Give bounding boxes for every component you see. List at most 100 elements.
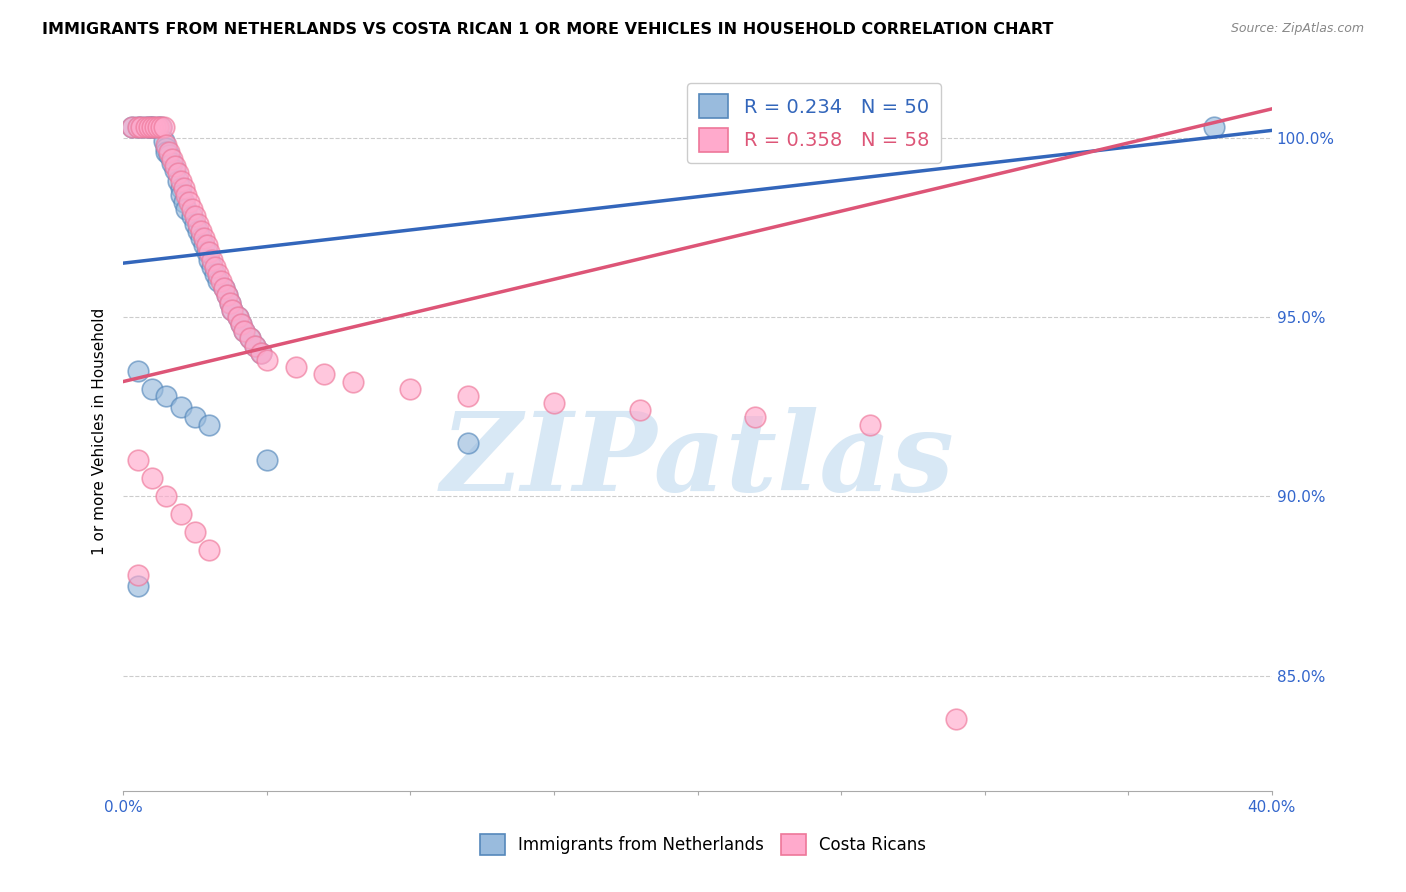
- Legend: R = 0.234   N = 50, R = 0.358   N = 58: R = 0.234 N = 50, R = 0.358 N = 58: [688, 83, 941, 163]
- Point: [457, 435, 479, 450]
- Point: [226, 310, 249, 324]
- Point: [543, 396, 565, 410]
- Point: [157, 145, 180, 159]
- Point: [129, 120, 152, 134]
- Text: Source: ZipAtlas.com: Source: ZipAtlas.com: [1230, 22, 1364, 36]
- Point: [245, 338, 267, 352]
- Text: ZIPatlas: ZIPatlas: [440, 407, 955, 514]
- Point: [184, 525, 207, 540]
- Point: [628, 403, 651, 417]
- Point: [127, 364, 149, 378]
- Point: [195, 245, 218, 260]
- Point: [229, 317, 252, 331]
- Point: [187, 224, 209, 238]
- Point: [256, 353, 278, 368]
- Point: [170, 173, 193, 187]
- Point: [155, 145, 177, 159]
- Point: [198, 245, 221, 260]
- Point: [149, 120, 172, 134]
- Point: [314, 368, 336, 382]
- Point: [945, 712, 967, 726]
- Point: [232, 324, 254, 338]
- Point: [141, 120, 163, 134]
- Point: [155, 389, 177, 403]
- Point: [157, 148, 180, 162]
- Point: [173, 181, 195, 195]
- Point: [167, 166, 190, 180]
- Point: [215, 288, 238, 302]
- Point: [209, 274, 232, 288]
- Point: [201, 260, 224, 274]
- Point: [152, 120, 174, 134]
- Point: [201, 252, 224, 267]
- Point: [179, 195, 201, 210]
- Point: [127, 579, 149, 593]
- Point: [135, 120, 157, 134]
- Point: [250, 346, 273, 360]
- Point: [176, 202, 198, 217]
- Point: [859, 417, 882, 432]
- Point: [457, 389, 479, 403]
- Point: [138, 120, 160, 134]
- Point: [127, 120, 149, 134]
- Legend: Immigrants from Netherlands, Costa Ricans: Immigrants from Netherlands, Costa Rican…: [474, 828, 932, 862]
- Point: [195, 238, 218, 252]
- Point: [143, 120, 166, 134]
- Point: [149, 120, 172, 134]
- Point: [218, 295, 240, 310]
- Point: [138, 120, 160, 134]
- Point: [232, 324, 254, 338]
- Point: [218, 295, 240, 310]
- Point: [207, 274, 229, 288]
- Point: [181, 202, 204, 217]
- Y-axis label: 1 or more Vehicles in Household: 1 or more Vehicles in Household: [93, 308, 107, 556]
- Point: [155, 141, 177, 155]
- Point: [155, 489, 177, 503]
- Point: [190, 224, 212, 238]
- Point: [146, 120, 169, 134]
- Point: [160, 155, 183, 169]
- Point: [176, 188, 198, 202]
- Point: [193, 238, 215, 252]
- Point: [135, 120, 157, 134]
- Point: [204, 267, 226, 281]
- Point: [141, 382, 163, 396]
- Point: [184, 210, 207, 224]
- Point: [170, 181, 193, 195]
- Point: [184, 410, 207, 425]
- Point: [239, 331, 262, 345]
- Point: [146, 120, 169, 134]
- Point: [239, 331, 262, 345]
- Point: [184, 217, 207, 231]
- Point: [141, 471, 163, 485]
- Point: [121, 120, 143, 134]
- Point: [121, 120, 143, 134]
- Point: [141, 120, 163, 134]
- Point: [160, 152, 183, 166]
- Point: [127, 453, 149, 467]
- Point: [212, 281, 235, 295]
- Point: [170, 508, 193, 522]
- Point: [173, 195, 195, 210]
- Point: [190, 231, 212, 245]
- Point: [221, 302, 243, 317]
- Point: [141, 120, 163, 134]
- Point: [245, 338, 267, 352]
- Point: [342, 375, 364, 389]
- Point: [187, 217, 209, 231]
- Point: [1204, 120, 1226, 134]
- Point: [284, 360, 307, 375]
- Point: [193, 231, 215, 245]
- Point: [127, 120, 149, 134]
- Point: [399, 382, 422, 396]
- Point: [207, 267, 229, 281]
- Point: [152, 134, 174, 148]
- Point: [221, 302, 243, 317]
- Point: [170, 188, 193, 202]
- Point: [198, 417, 221, 432]
- Point: [226, 310, 249, 324]
- Text: IMMIGRANTS FROM NETHERLANDS VS COSTA RICAN 1 OR MORE VEHICLES IN HOUSEHOLD CORRE: IMMIGRANTS FROM NETHERLANDS VS COSTA RIC…: [42, 22, 1053, 37]
- Point: [256, 453, 278, 467]
- Point: [229, 317, 252, 331]
- Point: [198, 543, 221, 558]
